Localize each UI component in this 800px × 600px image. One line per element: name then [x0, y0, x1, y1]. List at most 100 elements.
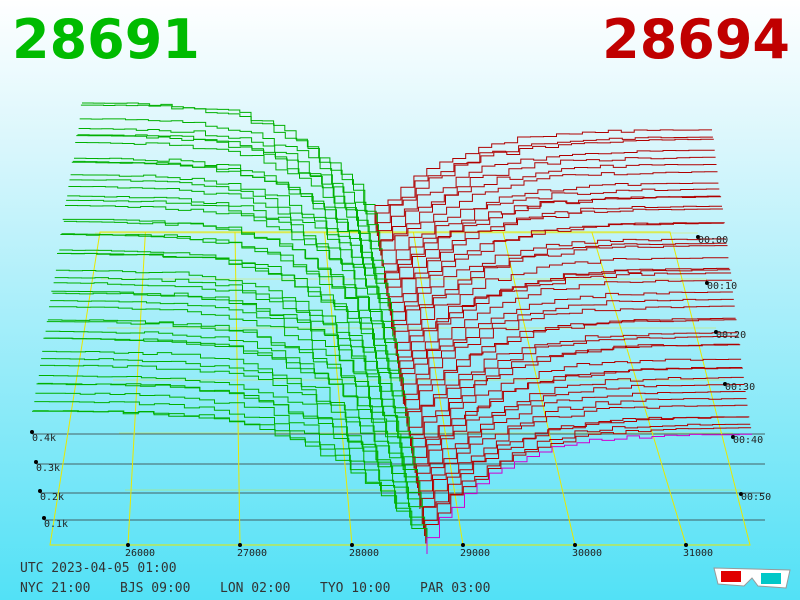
ask-curve: [400, 279, 732, 386]
price-label: 27000: [237, 548, 267, 559]
ask-curve: [382, 182, 719, 268]
bid-curve: [70, 174, 388, 290]
price-label: 26000: [125, 548, 155, 559]
depth-label: 0.2k: [40, 492, 64, 503]
ask-curve: [381, 171, 718, 266]
time-dot: [714, 330, 718, 334]
glasses-icon: [713, 567, 791, 589]
ask-curve: [375, 136, 713, 232]
bid-curve: [68, 186, 390, 308]
ask-curve: [426, 433, 752, 554]
price-grid-line: [234, 231, 241, 546]
bid-curve: [42, 350, 417, 484]
ask-curve: [406, 319, 737, 424]
price-dot: [126, 543, 130, 547]
bid-curve: [71, 161, 387, 289]
bid-curve: [43, 337, 416, 473]
time-label: 00:00: [698, 235, 728, 246]
ask-curve: [407, 332, 738, 431]
floor-grid: [32, 231, 765, 546]
ask-curve: [378, 149, 715, 241]
ask-curve: [391, 222, 725, 329]
bid-curve: [66, 199, 392, 323]
time-dot: [705, 281, 709, 285]
bid-curve: [57, 253, 402, 383]
ask-curve: [376, 138, 714, 236]
ask-curve: [388, 208, 723, 311]
clock-label: NYC 21:00: [20, 581, 90, 596]
bid-curve: [34, 401, 426, 536]
ask-curve: [417, 384, 745, 488]
bid-curve: [55, 269, 403, 397]
ask-curve: [397, 267, 730, 361]
bid-curve: [79, 118, 378, 236]
bid-curve: [45, 330, 414, 464]
price-dot: [461, 543, 465, 547]
depth-curves: [32, 102, 752, 554]
time-label: 00:50: [741, 492, 771, 503]
price-grid-line: [502, 231, 576, 546]
ask-curve: [392, 238, 726, 331]
time-label: 00:10: [707, 281, 737, 292]
ask-curve: [393, 242, 727, 335]
bid-curve: [63, 220, 395, 341]
ask-curve: [404, 305, 735, 406]
bid-curve: [35, 392, 424, 526]
bid-curve: [74, 157, 384, 268]
bid-curve: [82, 102, 376, 218]
depth-label: 0.3k: [36, 463, 60, 474]
price-grid-line: [412, 231, 464, 546]
ask-curve: [394, 245, 728, 349]
price-dot: [684, 543, 688, 547]
price-dot: [238, 543, 242, 547]
bid-curve: [76, 135, 382, 256]
depth-dot: [34, 460, 38, 464]
ask-curve: [399, 272, 732, 379]
bid-curve: [32, 410, 428, 548]
ask-curve: [418, 391, 746, 496]
depth-dot: [42, 516, 46, 520]
bid-curve: [38, 375, 421, 506]
utc-time: UTC 2023-04-05 01:00: [20, 561, 177, 576]
ask-curve: [423, 416, 750, 529]
ask-curve: [405, 317, 736, 416]
time-label: 00:30: [725, 382, 755, 393]
clock-label: TYO 10:00: [320, 581, 390, 596]
time-label: 00:40: [733, 435, 763, 446]
bid-curve: [80, 104, 377, 229]
floor-outline: [49, 231, 751, 546]
depth-label: 0.1k: [44, 519, 68, 530]
ask-curve: [425, 427, 752, 544]
ask-curve: [420, 404, 748, 508]
price-dot: [350, 543, 354, 547]
bid-curve: [46, 321, 413, 454]
price-label: 29000: [460, 548, 490, 559]
ask-curve: [401, 291, 733, 391]
bid-curve: [41, 358, 418, 485]
ask-curve: [411, 344, 741, 451]
time-dot: [696, 235, 700, 239]
depth-label: 0.4k: [32, 433, 56, 444]
ask-curve: [380, 164, 717, 256]
bid-curve: [77, 134, 381, 251]
bid-curve: [78, 128, 379, 247]
ask-curve: [424, 423, 751, 536]
bid-curve: [44, 337, 415, 463]
bid-curve: [72, 160, 385, 278]
ask-curve: [412, 358, 742, 458]
ask-curve: [386, 196, 722, 296]
price-label: 30000: [572, 548, 602, 559]
bid-curve: [49, 306, 410, 439]
time-dot: [739, 492, 743, 496]
bid-curve: [62, 218, 396, 349]
ask-curve: [419, 398, 747, 509]
price-label: 31000: [683, 548, 713, 559]
bid-curve: [40, 364, 420, 496]
ask-price: 28694: [602, 8, 790, 71]
ask-curve: [379, 156, 716, 251]
depth-dot: [38, 489, 42, 493]
bid-curve: [51, 290, 408, 427]
clock-label: PAR 03:00: [420, 581, 490, 596]
bid-curve: [75, 142, 383, 266]
bid-curve: [60, 234, 398, 364]
